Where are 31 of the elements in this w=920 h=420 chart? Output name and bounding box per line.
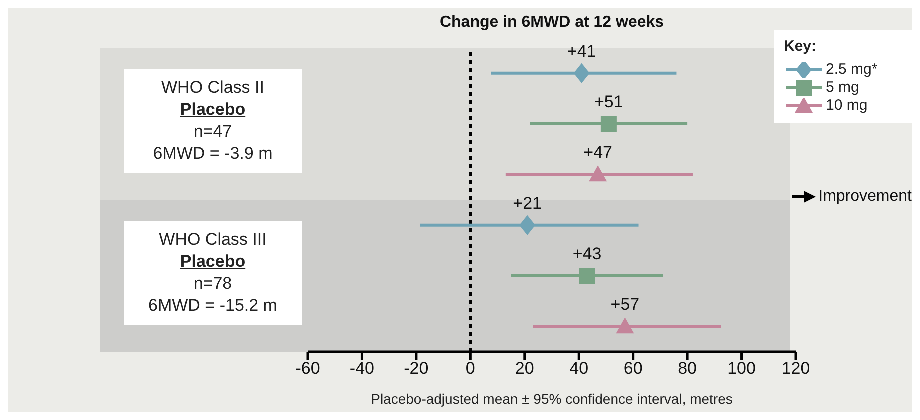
- text: Placebo: [179, 251, 247, 273]
- data-label: +51: [594, 92, 624, 112]
- x-tick-label: 20: [515, 359, 534, 378]
- data-label: +47: [584, 143, 613, 162]
- x-tick-label: 120: [782, 359, 810, 378]
- x-tick-label: 100: [728, 359, 756, 378]
- x-tick-label: 40: [570, 359, 589, 378]
- y-tick-label: WHO Class II: [160, 77, 266, 99]
- text: Improvement: [818, 188, 912, 206]
- data-label: +57: [610, 295, 640, 314]
- text: n=47: [192, 121, 234, 143]
- legend-label: 5 mg: [826, 79, 860, 97]
- x-tick-label: 80: [678, 359, 698, 378]
- text: 6MWD = -3.9 m: [152, 143, 274, 165]
- x-axis-title: Placebo-adjusted mean ± 95% confidence interval, metres: [371, 391, 733, 407]
- x-tick-label: 0: [466, 359, 476, 378]
- x-tick-label: -20: [404, 359, 429, 378]
- x-tick-label: 60: [624, 359, 643, 378]
- data-label: +21: [513, 194, 542, 213]
- x-tick-label: -40: [350, 359, 375, 378]
- legend-label: 2.5 mg*: [826, 61, 878, 79]
- data-label: +41: [567, 42, 596, 61]
- text: 6MWD = -15.2 m: [148, 295, 278, 317]
- legend-label: 10 mg: [826, 97, 868, 115]
- data-label: +43: [572, 244, 602, 264]
- chart-title: Change in 6MWD at 12 weeks: [438, 14, 666, 32]
- legend-title: Key:: [784, 38, 818, 55]
- y-tick-label: WHO Class III: [158, 229, 268, 251]
- text: n=78: [192, 273, 234, 295]
- text: Placebo: [179, 99, 247, 121]
- x-tick-label: -60: [296, 359, 320, 378]
